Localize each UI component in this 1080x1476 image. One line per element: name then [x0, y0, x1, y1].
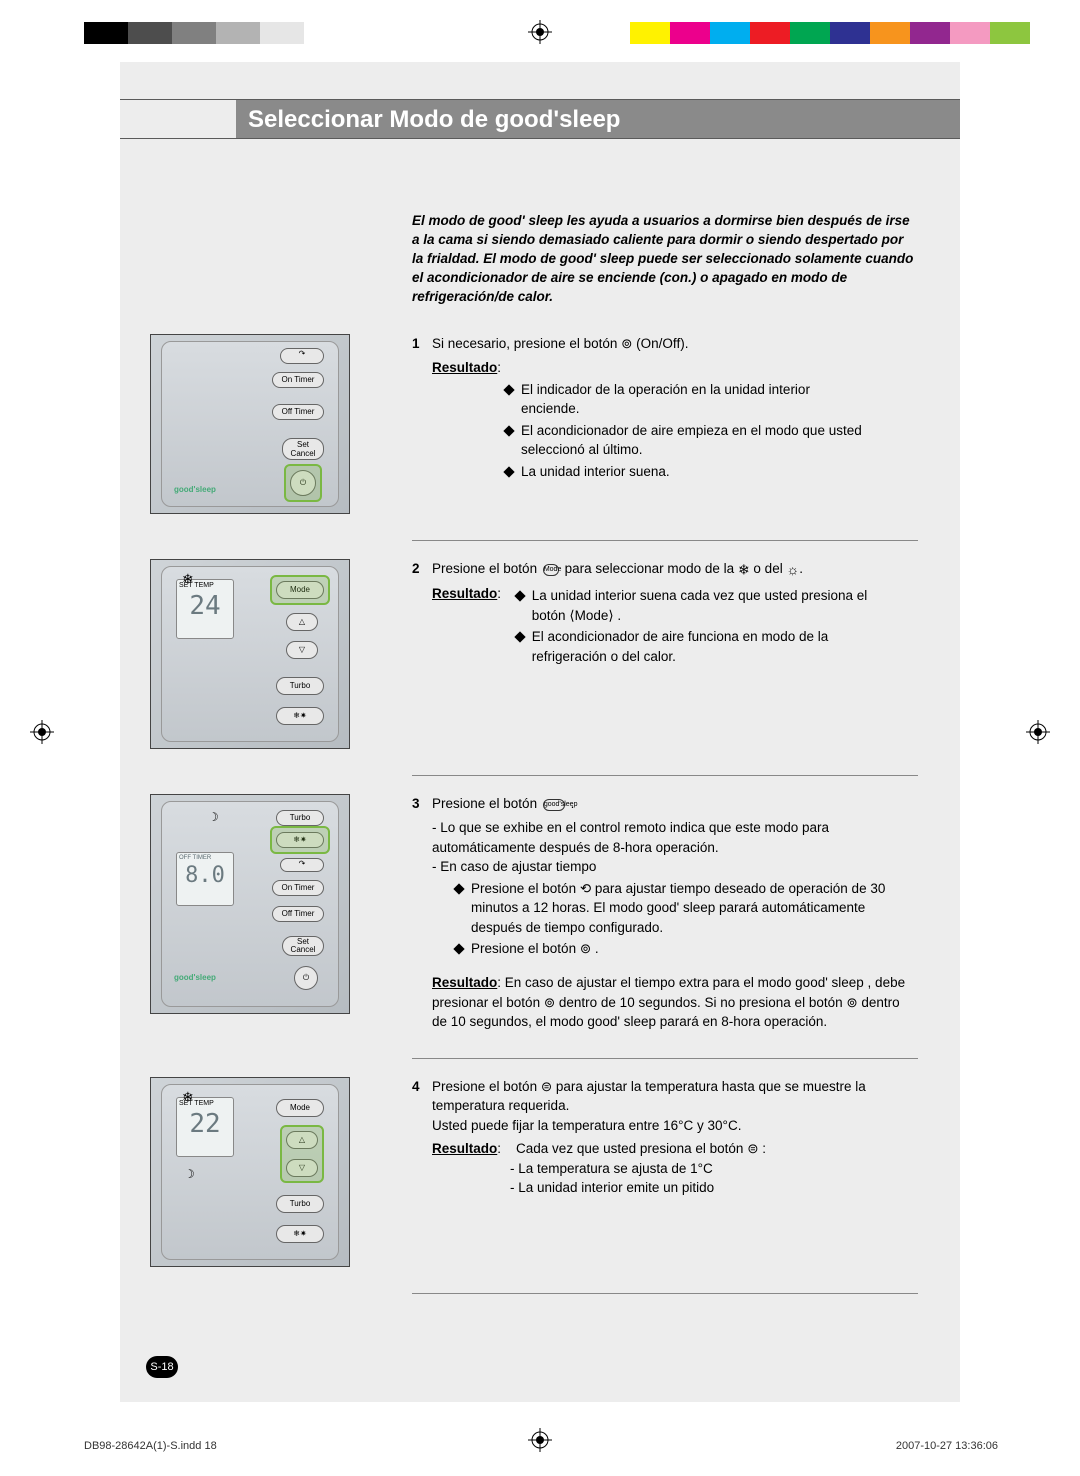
result-label: Resultado — [432, 586, 497, 601]
result-label: Resultado — [432, 360, 497, 375]
color-swatch — [990, 22, 1030, 44]
page-title: Seleccionar Modo de good'sleep — [236, 99, 960, 139]
sun-icon: ☼ — [786, 562, 799, 578]
bullet-text: El indicador de la operación en la unida… — [521, 380, 872, 419]
intro-text: El modo de good' sleep les ayuda a usuar… — [412, 212, 918, 306]
remote-illustration-1: ↷ On Timer Off Timer Set Cancel ⏻ good's… — [150, 334, 350, 514]
page-number-badge: S-18 — [146, 1356, 178, 1378]
snowflake-icon: ❄ — [182, 1089, 194, 1106]
result-intro: Cada vez que usted presiona el botón ⊜ : — [516, 1141, 766, 1156]
step-row-2: SET TEMP24 ❄ Mode △ ▽ Turbo ❄✷ 2 Pres — [150, 559, 918, 749]
dash-item: - Lo que se exhibe en el control remoto … — [432, 818, 918, 857]
diamond-bullet-icon — [503, 384, 514, 395]
step-lead: Si necesario, presione el botón ⊚ (On/Of… — [432, 334, 688, 354]
step-lead: Presione el botón Mode para seleccionar … — [432, 559, 803, 580]
step-number: 4 — [412, 1077, 432, 1097]
registration-mark-icon — [30, 720, 54, 744]
snowflake-icon: ❄ — [182, 571, 194, 588]
bullet-text: El acondicionador de aire funciona en mo… — [532, 627, 883, 666]
diamond-bullet-icon — [453, 883, 464, 894]
section-divider — [412, 775, 918, 776]
diamond-bullet-icon — [453, 944, 464, 955]
section-divider — [412, 1293, 918, 1294]
section-divider — [412, 1058, 918, 1059]
color-swatch — [216, 22, 260, 44]
diamond-bullet-icon — [503, 466, 514, 477]
remote-illustration-4: SET TEMP22 ❄ ☽ Mode △ ▽ Turbo ❄✷ — [150, 1077, 350, 1267]
bullet-text: La unidad interior suena. — [521, 462, 670, 482]
diamond-bullet-icon — [514, 590, 525, 601]
color-swatch — [670, 22, 710, 44]
diamond-bullet-icon — [503, 425, 514, 436]
result-label: Resultado — [432, 1141, 497, 1156]
mode-button-icon: Mode — [543, 564, 559, 576]
color-swatch — [830, 22, 870, 44]
color-swatch — [260, 22, 304, 44]
color-swatch — [128, 22, 172, 44]
color-swatch — [910, 22, 950, 44]
step-number: 1 — [412, 334, 432, 354]
color-swatch — [172, 22, 216, 44]
step-lead-2: Usted puede fijar la temperatura entre 1… — [432, 1116, 918, 1136]
color-swatch — [710, 22, 750, 44]
step-row-4: SET TEMP22 ❄ ☽ Mode △ ▽ Turbo ❄✷ 4P — [150, 1077, 918, 1267]
step-lead: Presione el botón good'sleep . — [432, 794, 574, 814]
footer-left: DB98-28642A(1)-S.indd 18 — [84, 1440, 217, 1452]
step-row-3: OFF TIMER8.0 ☽ Turbo ❄✷ ↷ On Timer Off T… — [150, 794, 918, 1031]
footer-right: 2007-10-27 13:36:06 — [896, 1440, 998, 1452]
remote-illustration-2: SET TEMP24 ❄ Mode △ ▽ Turbo ❄✷ — [150, 559, 350, 749]
result-text: : En caso de ajustar el tiempo extra par… — [432, 975, 905, 1029]
bullet-text: Presione el botón ⊚ . — [471, 939, 599, 959]
dash-item: - La unidad interior emite un pitido — [510, 1178, 918, 1198]
document-page: Seleccionar Modo de good'sleep El modo d… — [120, 62, 960, 1402]
result-label: Resultado — [432, 975, 497, 990]
step-number: 3 — [412, 794, 432, 814]
dash-item: - La temperatura se ajusta de 1°C — [510, 1159, 918, 1179]
color-swatch — [84, 22, 128, 44]
content-area: El modo de good' sleep les ayuda a usuar… — [150, 212, 918, 1312]
step-lead: Presione el botón ⊜ para ajustar la temp… — [432, 1077, 918, 1116]
registration-mark-icon — [528, 1428, 552, 1452]
registration-mark-icon — [1026, 720, 1050, 744]
step-number: 2 — [412, 559, 432, 579]
color-swatch — [870, 22, 910, 44]
color-swatch — [750, 22, 790, 44]
color-swatch — [304, 22, 348, 44]
registration-bar-left — [84, 22, 348, 44]
remote-illustration-3: OFF TIMER8.0 ☽ Turbo ❄✷ ↷ On Timer Off T… — [150, 794, 350, 1014]
step-row-1: ↷ On Timer Off Timer Set Cancel ⏻ good's… — [150, 334, 918, 514]
snowflake-icon: ❄ — [738, 562, 750, 578]
section-divider — [412, 540, 918, 541]
color-swatch — [950, 22, 990, 44]
diamond-bullet-icon — [514, 631, 525, 642]
bullet-text: Presione el botón ⟲ para ajustar tiempo … — [471, 879, 918, 938]
color-swatch — [790, 22, 830, 44]
registration-bar-right — [630, 22, 1030, 44]
title-bar-accent — [120, 99, 236, 139]
color-swatch — [630, 22, 670, 44]
goodsleep-button-icon: good'sleep — [543, 799, 565, 811]
dash-item: - En caso de ajustar tiempo — [432, 857, 918, 877]
page: Seleccionar Modo de good'sleep El modo d… — [0, 0, 1080, 1476]
bullet-text: La unidad interior suena cada vez que us… — [532, 586, 883, 625]
bullet-text: El acondicionador de aire empieza en el … — [521, 421, 872, 460]
registration-mark-icon — [528, 20, 552, 44]
